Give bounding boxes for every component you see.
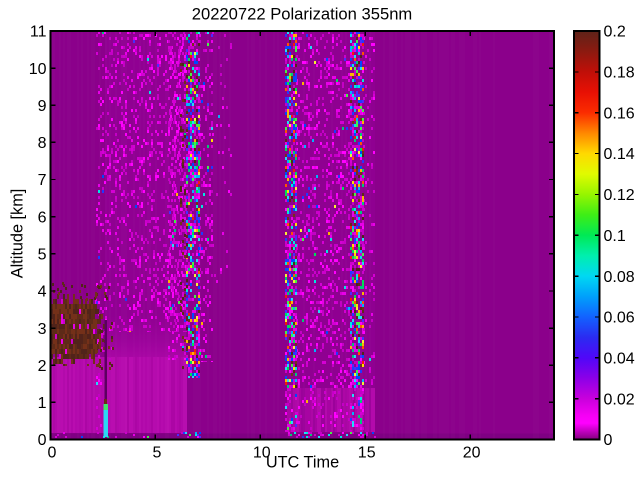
svg-text:0.08: 0.08 (604, 269, 635, 286)
svg-text:0.04: 0.04 (604, 351, 635, 368)
svg-text:20: 20 (463, 445, 481, 462)
svg-text:0.16: 0.16 (604, 105, 635, 122)
svg-text:3: 3 (38, 321, 47, 338)
svg-text:11: 11 (30, 24, 47, 41)
svg-text:0: 0 (604, 432, 613, 449)
svg-text:1: 1 (38, 395, 47, 412)
svg-text:2: 2 (38, 358, 47, 375)
svg-text:0.14: 0.14 (604, 146, 635, 163)
svg-text:4: 4 (38, 284, 47, 301)
svg-text:0.18: 0.18 (604, 65, 635, 82)
svg-text:UTC Time: UTC Time (266, 454, 339, 472)
svg-text:Altitude [km]: Altitude [km] (9, 189, 27, 279)
svg-text:0.12: 0.12 (604, 187, 635, 204)
svg-text:0: 0 (38, 432, 47, 449)
svg-text:5: 5 (38, 247, 47, 264)
svg-text:0.2: 0.2 (604, 24, 626, 41)
svg-text:10: 10 (29, 61, 47, 78)
svg-text:0.1: 0.1 (604, 228, 626, 245)
svg-text:10: 10 (253, 445, 271, 462)
svg-text:0.02: 0.02 (604, 391, 635, 408)
svg-text:5: 5 (152, 445, 161, 462)
svg-text:0: 0 (48, 445, 57, 462)
svg-text:20220722 Polarization 355nm: 20220722 Polarization 355nm (192, 5, 413, 24)
svg-text:8: 8 (38, 135, 47, 152)
svg-text:0.06: 0.06 (604, 310, 635, 327)
svg-text:15: 15 (358, 445, 376, 462)
svg-text:6: 6 (38, 209, 47, 226)
svg-text:7: 7 (38, 172, 47, 189)
svg-text:9: 9 (38, 98, 47, 115)
